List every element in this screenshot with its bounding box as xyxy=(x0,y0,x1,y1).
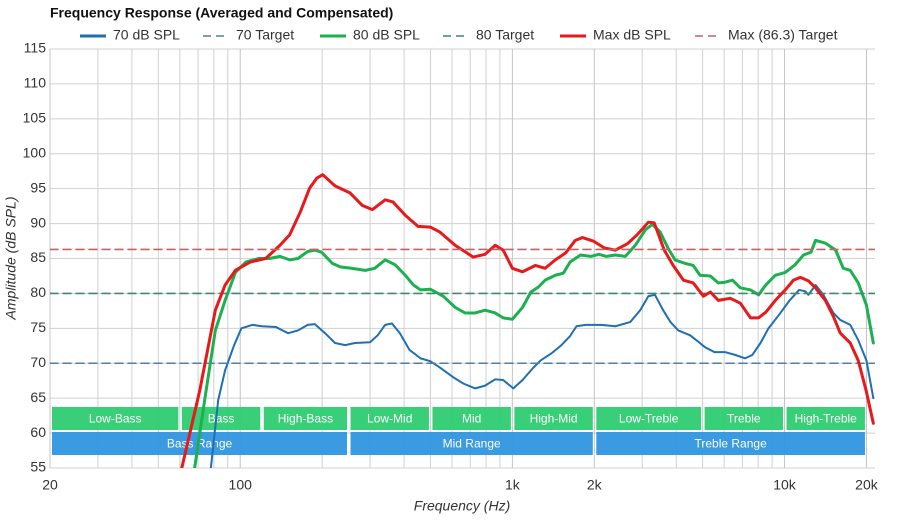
y-tick-label: 65 xyxy=(30,389,46,405)
response-line xyxy=(193,222,875,468)
x-tick-label: 2k xyxy=(587,477,603,493)
legend-label: 80 dB SPL xyxy=(353,27,420,43)
chart-title: Frequency Response (Averaged and Compens… xyxy=(50,5,393,21)
band-label: High-Mid xyxy=(530,412,578,426)
band xyxy=(263,407,348,430)
band xyxy=(596,432,865,455)
band xyxy=(786,407,865,430)
band-label: Low-Bass xyxy=(89,412,142,426)
y-tick-label: 105 xyxy=(23,110,47,126)
legend-label: Max dB SPL xyxy=(593,27,671,43)
legend-label: 80 Target xyxy=(476,27,534,43)
y-tick-label: 75 xyxy=(30,319,46,335)
band-label: Mid Range xyxy=(443,437,501,451)
x-tick-label: 10k xyxy=(773,477,797,493)
band xyxy=(704,407,784,430)
y-tick-label: 90 xyxy=(30,214,46,230)
plot-lines xyxy=(50,173,875,468)
band-label: High-Treble xyxy=(795,412,858,426)
band xyxy=(514,407,593,430)
band-label: Bass xyxy=(208,412,235,426)
x-tick-label: 20 xyxy=(42,477,58,493)
band-label: Mid xyxy=(462,412,481,426)
band xyxy=(350,432,593,455)
y-tick-label: 110 xyxy=(24,75,47,91)
band-label: Low-Treble xyxy=(619,412,679,426)
y-tick-label: 115 xyxy=(24,40,47,56)
response-line xyxy=(180,173,875,468)
band-label: Low-Mid xyxy=(367,412,412,426)
y-tick-label: 60 xyxy=(30,424,46,440)
band-label: Treble Range xyxy=(694,437,767,451)
band xyxy=(350,407,429,430)
y-tick-label: 100 xyxy=(23,144,47,160)
response-line xyxy=(209,284,875,468)
x-tick-label: 20k xyxy=(855,477,879,493)
x-axis-label: Frequency (Hz) xyxy=(414,498,510,514)
band xyxy=(596,407,702,430)
band xyxy=(432,407,511,430)
y-tick-label: 70 xyxy=(30,354,46,370)
legend-label: 70 dB SPL xyxy=(113,27,180,43)
band-label: Treble xyxy=(727,412,761,426)
x-tick-label: 100 xyxy=(229,477,253,493)
band-label: High-Bass xyxy=(278,412,333,426)
y-tick-label: 85 xyxy=(30,249,46,265)
band xyxy=(52,407,179,430)
x-tick-label: 1k xyxy=(505,477,521,493)
legend-label: 70 Target xyxy=(236,27,294,43)
y-axis-label: Amplitude (dB SPL) xyxy=(3,197,19,321)
y-tick-label: 95 xyxy=(30,179,46,195)
y-tick-label: 55 xyxy=(30,459,46,475)
y-tick-label: 80 xyxy=(30,284,46,300)
legend-label: Max (86.3) Target xyxy=(728,27,838,43)
